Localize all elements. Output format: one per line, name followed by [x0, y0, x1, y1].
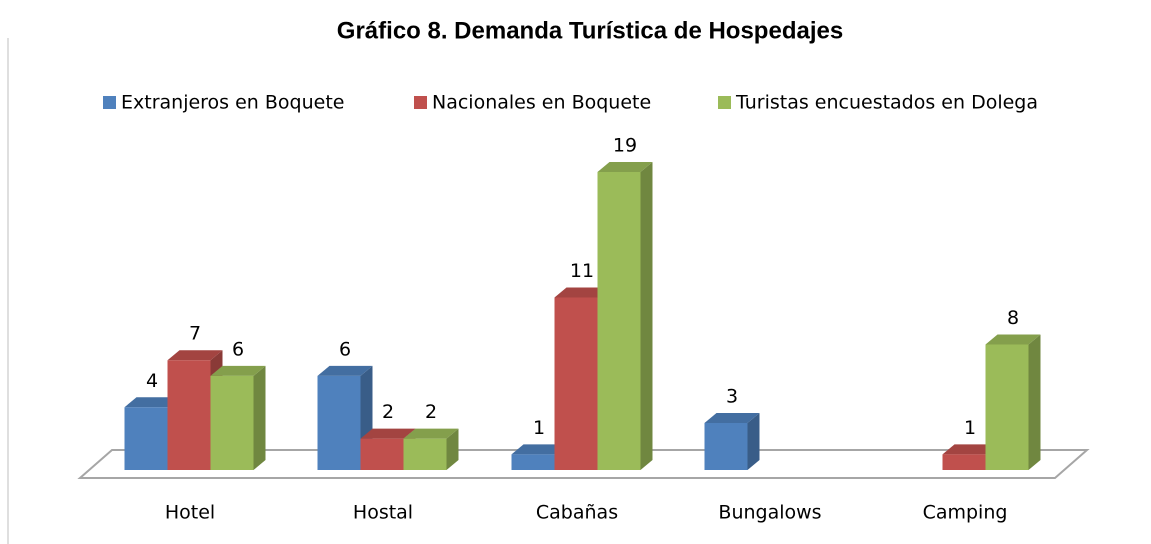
bar-face [317, 365, 373, 376]
x-tick-label: Hotel [165, 502, 215, 524]
bar [210, 365, 266, 470]
legend-swatch [414, 96, 427, 109]
x-tick-label: Cabañas [536, 502, 618, 524]
bar [597, 162, 653, 470]
bar-face [1028, 334, 1041, 470]
bar-face [511, 444, 567, 455]
data-label: 6 [339, 338, 351, 360]
bar-face [253, 365, 266, 470]
data-label: 11 [570, 260, 594, 282]
data-label: 4 [146, 370, 158, 392]
data-label: 8 [1007, 307, 1019, 329]
bar-face [124, 397, 180, 408]
bar-face [942, 444, 998, 455]
bar-face [985, 334, 1041, 345]
x-tick-label: Camping [923, 502, 1008, 524]
bar-face [360, 428, 416, 439]
bar-face [317, 375, 361, 470]
bar-face [704, 412, 760, 423]
bar-face [554, 287, 610, 298]
bar-face [360, 438, 404, 470]
legend-swatch [718, 96, 731, 109]
bar-face [985, 344, 1029, 470]
bar-face [403, 438, 447, 470]
bar-face [210, 375, 254, 470]
x-tick-label: Hostal [353, 502, 413, 524]
bar-face [597, 162, 653, 172]
bar-face [167, 360, 211, 470]
data-label: 2 [382, 401, 394, 423]
legend-swatch [103, 96, 116, 109]
x-tick-label: Bungalows [718, 502, 821, 524]
bar-face [554, 297, 598, 470]
data-label: 6 [232, 338, 244, 360]
bar-face [210, 365, 266, 376]
chart-title: Gráfico 8. Demanda Turística de Hospedaj… [337, 17, 843, 44]
data-label: 2 [425, 401, 437, 423]
data-label: 1 [533, 417, 545, 439]
bar-face [704, 422, 748, 470]
bar-face [511, 454, 555, 470]
legend-label: Nacionales en Boquete [432, 92, 651, 114]
legend-label: Extranjeros en Boquete [121, 92, 344, 114]
bar [985, 334, 1041, 470]
data-label: 7 [189, 323, 201, 345]
bar-face [597, 172, 641, 470]
bar [704, 412, 760, 470]
bar-face [124, 407, 168, 470]
bar-face [403, 428, 459, 439]
legend-label: Turistas encuestados en Dolega [735, 92, 1038, 114]
data-label: 19 [613, 135, 637, 157]
data-label: 1 [964, 417, 976, 439]
bar-face [942, 454, 986, 470]
bar-face [640, 162, 653, 470]
bar-face [747, 412, 760, 470]
floor [77, 449, 1090, 479]
bar-face [167, 350, 223, 361]
bar [403, 428, 459, 470]
bar-face [446, 428, 459, 470]
data-label: 3 [726, 385, 738, 407]
